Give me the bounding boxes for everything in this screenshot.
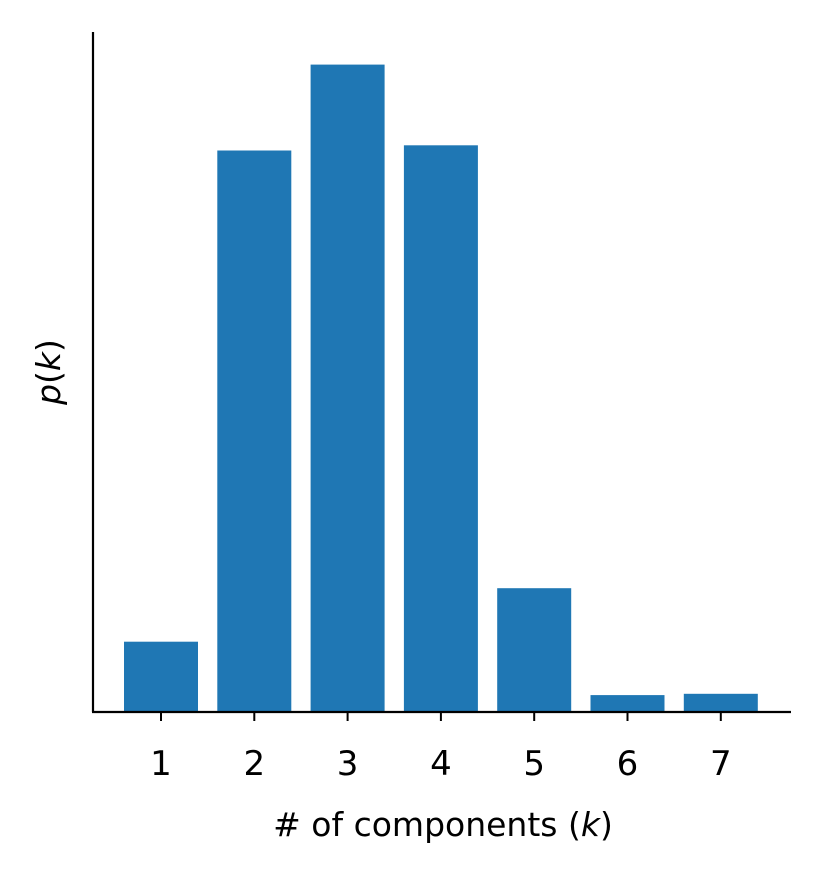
bar-5 (497, 588, 572, 712)
bar-2 (217, 150, 292, 712)
x-tick-label-4: 4 (430, 744, 452, 784)
bar-1 (124, 641, 198, 712)
bars-group (124, 64, 758, 713)
y-axis-label-open: ( (29, 371, 68, 384)
x-axis-label-pre: # of components ( (273, 805, 581, 844)
x-tick-label-6: 6 (617, 744, 639, 784)
x-tick-label-3: 3 (337, 744, 359, 784)
y-axis-label-close: ) (29, 339, 68, 352)
bar-6 (590, 695, 665, 712)
y-axis-label-var1: p (29, 384, 68, 406)
bar-3 (310, 64, 385, 713)
x-axis-label-post: ) (600, 805, 613, 844)
y-axis-label-var2: k (29, 350, 68, 371)
x-tick-label-7: 7 (710, 744, 732, 784)
bar-7 (683, 693, 758, 712)
x-axis-label: # of components (k) (273, 805, 613, 844)
y-axis-label: p(k) (29, 339, 68, 406)
bar-4 (403, 145, 478, 713)
x-tick-label-5: 5 (523, 744, 545, 784)
x-axis-label-var: k (581, 805, 602, 844)
x-ticks-group: 1 2 3 4 5 6 7 (150, 712, 732, 784)
x-tick-label-1: 1 (150, 744, 172, 784)
x-tick-label-2: 2 (243, 744, 265, 784)
